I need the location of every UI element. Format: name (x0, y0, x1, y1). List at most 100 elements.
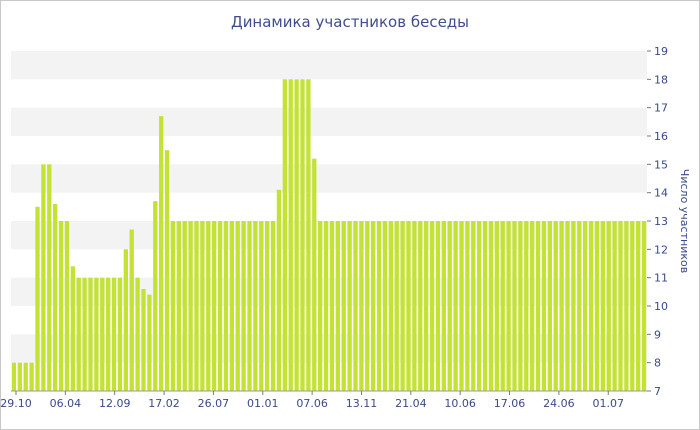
bar (506, 221, 511, 391)
bar (636, 221, 641, 391)
bar (524, 221, 529, 391)
bar (70, 266, 75, 391)
y-tick-label: 15 (654, 158, 668, 171)
x-tick-label: 01.01 (247, 397, 279, 410)
bar (606, 221, 611, 391)
bar (530, 221, 535, 391)
bar (518, 221, 523, 391)
bar (23, 362, 28, 391)
grid-band (11, 221, 647, 250)
bar (82, 277, 87, 391)
bar (312, 158, 317, 391)
bar (488, 221, 494, 391)
bar (577, 221, 582, 391)
bar (188, 221, 193, 391)
bar (276, 189, 282, 391)
bar (223, 221, 229, 391)
x-tick-label: 01.07 (592, 397, 624, 410)
bar (117, 277, 123, 391)
bar (300, 79, 305, 391)
bar (441, 221, 446, 391)
bar (341, 221, 346, 391)
x-tick-label: 13.11 (346, 397, 378, 410)
bar (547, 221, 552, 391)
bar (29, 362, 34, 391)
bar (141, 289, 146, 391)
bar (500, 221, 505, 391)
bar (565, 221, 570, 391)
bar (123, 249, 128, 391)
bar (459, 221, 464, 391)
chart-title: Динамика участников беседы (230, 13, 470, 31)
bar (47, 164, 52, 391)
bar (583, 221, 588, 391)
bar (477, 221, 482, 391)
bar (11, 362, 17, 391)
x-tick-label: 06.04 (50, 397, 82, 410)
bar (235, 221, 240, 391)
bar (641, 221, 647, 391)
bar (494, 221, 499, 391)
bar (435, 221, 441, 391)
bar (200, 221, 205, 391)
grid-band (11, 51, 647, 80)
bar (624, 221, 629, 391)
x-tick-label: 17.02 (148, 397, 180, 410)
y-tick-label: 16 (654, 130, 668, 143)
x-tick-label: 26.07 (198, 397, 230, 410)
y-tick-label: 12 (654, 243, 668, 256)
bar (129, 229, 134, 391)
bar (482, 221, 488, 391)
bar (176, 221, 181, 391)
bar (359, 221, 364, 391)
bar (35, 206, 40, 391)
y-tick-label: 13 (654, 215, 668, 228)
bar (347, 221, 352, 391)
bar (229, 221, 234, 391)
bar (429, 221, 435, 391)
y-tick-label: 8 (654, 357, 661, 370)
bar (612, 221, 617, 391)
bar (265, 221, 270, 391)
bar (559, 221, 564, 391)
y-tick-label: 19 (654, 45, 668, 58)
x-tick-label: 29.10 (1, 397, 32, 410)
y-tick-label: 9 (654, 328, 661, 341)
y-tick-label: 17 (654, 102, 668, 115)
x-tick-label: 17.06 (494, 397, 526, 410)
bar (600, 221, 605, 391)
bar (588, 221, 594, 391)
bar (53, 204, 58, 391)
bar (94, 277, 99, 391)
bar (400, 221, 405, 391)
bar (323, 221, 329, 391)
bar (541, 221, 547, 391)
y-tick-label: 7 (654, 385, 661, 398)
bar (630, 221, 635, 391)
bar (206, 221, 211, 391)
bar (294, 79, 299, 391)
y-tick-label: 14 (654, 187, 668, 200)
x-tick-label: 10.06 (444, 397, 476, 410)
bar (282, 79, 287, 391)
bar (471, 221, 476, 391)
bar (64, 221, 70, 391)
bar (465, 221, 470, 391)
bar (412, 221, 417, 391)
bar (164, 150, 170, 391)
bar (571, 221, 576, 391)
grid-band (11, 107, 647, 136)
bar (88, 277, 93, 391)
bar (594, 221, 600, 391)
y-tick-label: 11 (654, 272, 668, 285)
bar (111, 277, 117, 391)
bar (194, 221, 199, 391)
bar (270, 221, 276, 391)
bar (394, 221, 399, 391)
bar (147, 294, 152, 391)
bar (182, 221, 187, 391)
bar (106, 277, 111, 391)
bar (618, 221, 623, 391)
